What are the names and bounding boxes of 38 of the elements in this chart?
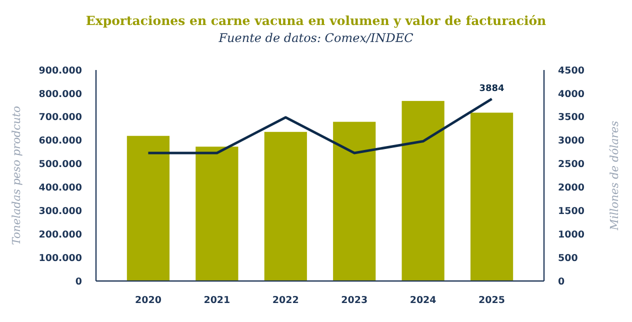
- y-tick-label: 400.000: [38, 182, 82, 194]
- bar: [470, 112, 514, 281]
- y2-tick-label: 0: [558, 276, 565, 288]
- x-tick-label: 2023: [341, 295, 368, 306]
- y-axis-title: Toneladas peso prodcuto: [10, 106, 23, 246]
- y-tick-label: 500.000: [38, 159, 82, 170]
- x-tick-label: 2024: [410, 295, 437, 306]
- y2-tick-label: 4000: [558, 88, 585, 100]
- x-tick-label: 2022: [272, 295, 299, 306]
- y2-tick-label: 1000: [558, 229, 585, 240]
- y2-tick-label: 4500: [558, 65, 585, 76]
- y2-tick-label: 2000: [558, 182, 585, 194]
- y2-tick-label: 500: [558, 252, 578, 264]
- y-tick-label: 100.000: [38, 252, 82, 264]
- bar: [402, 100, 444, 281]
- chart-title: Exportaciones en carne vacuna en volumen y valor de facturación: [86, 13, 546, 28]
- y-tick-label: 900.000: [38, 65, 82, 76]
- y-tick-label: 700.000: [38, 112, 82, 124]
- bar: [196, 146, 238, 281]
- bar: [333, 122, 376, 281]
- x-tick-label: 2020: [134, 295, 162, 306]
- x-tick-label: 2021: [204, 295, 230, 306]
- line-series: [146, 98, 494, 154]
- x-tick-label: 2025: [478, 295, 506, 306]
- y-tick-label: 0: [75, 276, 82, 288]
- y-tick-label: 800.000: [38, 88, 82, 100]
- y2-axis-title: Millones de dólares: [608, 120, 621, 232]
- y2-tick-label: 2500: [558, 159, 585, 170]
- y-tick-label: 200.000: [38, 229, 82, 240]
- y2-tick-label: 3500: [558, 112, 585, 124]
- bar: [264, 132, 307, 281]
- y2-tick-label: 3000: [558, 136, 585, 147]
- bar: [126, 136, 170, 281]
- y-tick-label: 300.000: [38, 206, 82, 217]
- chart-subtitle: Fuente de datos: Comex/INDEC: [218, 31, 414, 45]
- y-tick-label: 600.000: [38, 136, 82, 147]
- data-label: 3884: [479, 84, 504, 94]
- y2-tick-label: 1500: [558, 206, 585, 217]
